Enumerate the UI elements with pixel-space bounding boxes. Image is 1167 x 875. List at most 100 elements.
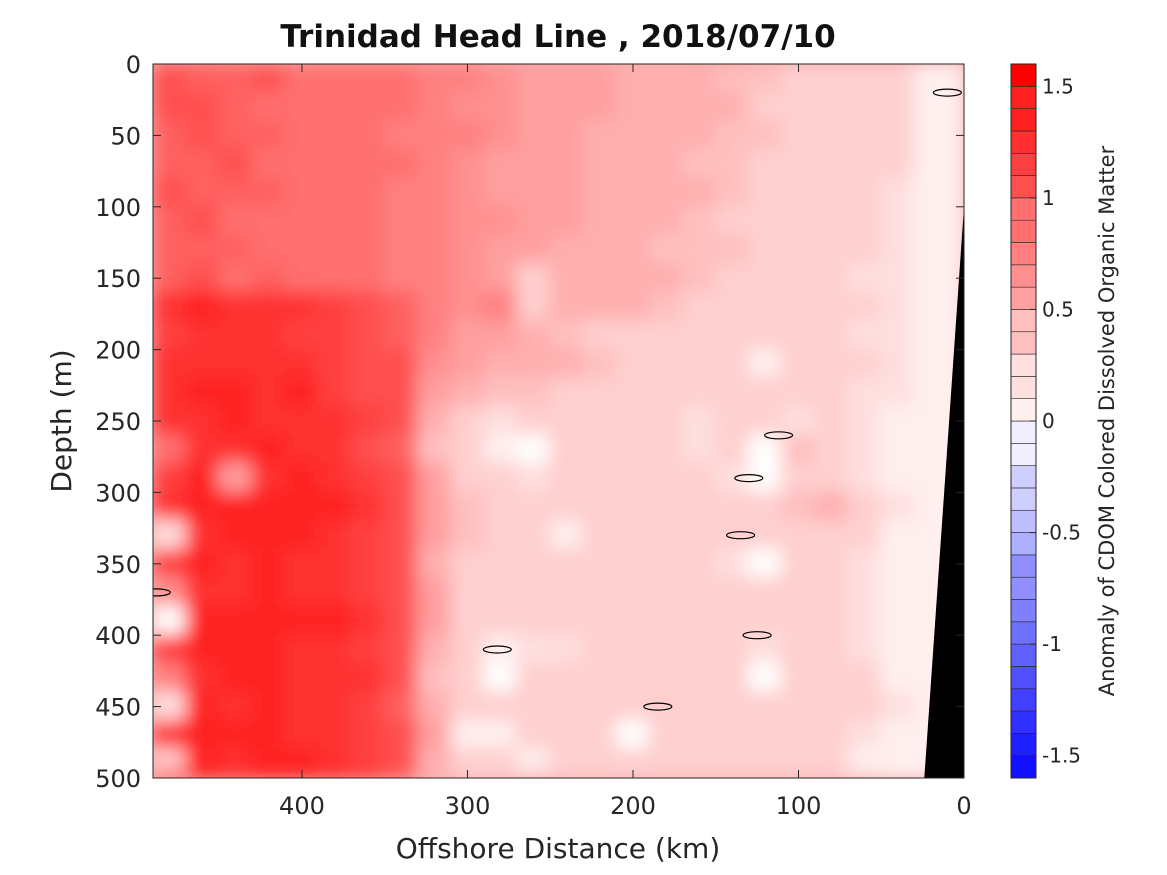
heatmap-cell [185,205,221,237]
heatmap-cell [251,405,287,437]
heatmap-cell [317,691,353,722]
zero-contour [643,702,673,711]
heatmap-cell [847,70,883,94]
heatmap-cell [383,577,419,608]
heatmap-cell [284,148,320,180]
heatmap-cell [913,70,964,94]
heatmap-cell [416,320,452,351]
heatmap-cell [747,148,783,180]
heatmap-cell [814,234,850,265]
heatmap-cell [251,70,287,94]
heatmap-cell [516,148,552,180]
colorbar: 1.5 1 0.5 0 -0.5 -1 -1.5 [1010,63,1081,779]
heatmap-cell [153,491,188,522]
heatmap-cell [615,70,651,94]
heatmap-cell [615,548,651,580]
heatmap-cell [350,405,386,437]
heatmap-cell [814,605,850,637]
heatmap-cell [780,205,816,237]
heatmap-cell [747,491,783,522]
heatmap-cell [251,662,287,694]
heatmap-cell [615,91,651,123]
heatmap-cell [516,548,552,580]
heatmap-cell [416,719,452,751]
heatmap-cell [847,377,883,408]
heatmap-cell [847,64,883,73]
heatmap-cell [284,634,320,665]
heatmap-cell [284,70,320,94]
heatmap-cell [747,262,783,294]
heatmap-cell [747,462,783,494]
heatmap-cell [449,605,485,637]
heatmap-cell [780,548,816,580]
heatmap-cell [615,462,651,494]
heatmap-cell [913,91,964,123]
heatmap-cell [549,348,585,380]
heatmap-cell [814,719,850,751]
heatmap-cell [416,91,452,123]
heatmap-cell [350,520,386,551]
heatmap-cell [153,662,188,694]
heatmap-cell [483,748,519,772]
heatmap-cell [317,548,353,580]
heatmap-cell [648,434,684,465]
heatmap-cell [383,148,419,180]
heatmap-cell [582,434,618,465]
colorbar-band [1010,621,1037,645]
colorbar-band [1010,487,1037,511]
heatmap-cell [814,120,850,151]
heatmap-cell [416,405,452,437]
heatmap-cell [582,234,618,265]
heatmap-cell [483,70,519,94]
heatmap-cell [549,577,585,608]
heatmap-cell [582,120,618,151]
heatmap-cell [814,769,850,778]
heatmap-cell [153,577,188,608]
heatmap-cell [185,405,221,437]
heatmap-cell [483,120,519,151]
colorbar-tick-label: -1 [1042,632,1062,656]
heatmap-cell [350,605,386,637]
heatmap-cell [416,434,452,465]
bathymetry-mask [924,64,964,778]
heatmap-cell [516,262,552,294]
heatmap-cell [780,462,816,494]
heatmap-cell [483,234,519,265]
heatmap-cell [549,70,585,94]
heatmap-cell [251,691,287,722]
heatmap-cell [780,405,816,437]
heatmap-cell [747,634,783,665]
heatmap-cell [814,548,850,580]
heatmap-cell [383,548,419,580]
heatmap-cell [516,405,552,437]
heatmap-cell [847,520,883,551]
heatmap-cell [880,719,916,751]
heatmap-cell [416,634,452,665]
heatmap-cell [648,320,684,351]
heatmap-cell [549,520,585,551]
heatmap-cell [350,377,386,408]
heatmap-cell [847,120,883,151]
heatmap-cell [747,91,783,123]
colorbar-band [1010,197,1037,221]
y-tick-label: 200 [95,337,141,365]
heatmap-cell [780,691,816,722]
heatmap-cell [880,434,916,465]
heatmap-cell [847,262,883,294]
heatmap-cell [185,577,221,608]
heatmap-cell [218,691,254,722]
heatmap-cell [383,634,419,665]
heatmap-cell [615,491,651,522]
heatmap-cell [416,177,452,208]
heatmap-cell [317,120,353,151]
zero-contour [932,88,963,97]
heatmap-cell [747,577,783,608]
heatmap-cell [549,462,585,494]
heatmap-cell [153,205,188,237]
heatmap-cell [350,64,386,73]
heatmap-cell [317,662,353,694]
heatmap-cell [747,205,783,237]
zero-contour [725,531,756,540]
heatmap-cell [847,291,883,323]
heatmap-cell [153,605,188,637]
